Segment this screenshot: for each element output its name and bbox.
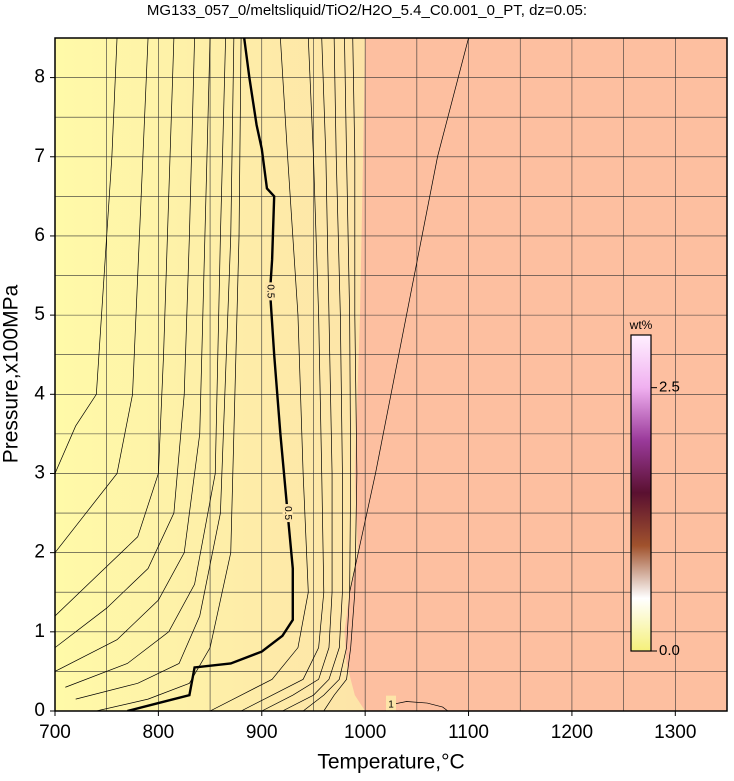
colorbar <box>630 334 652 652</box>
y-axis-label: Pressure,x100MPa <box>0 284 23 463</box>
x-tick-label: 1000 <box>344 722 386 743</box>
contour-line <box>240 38 325 711</box>
contour-line <box>261 38 333 711</box>
contour-line <box>55 38 195 648</box>
contour-label-bg <box>282 504 293 523</box>
x-tick-label: 900 <box>246 722 278 743</box>
contour-line <box>127 38 294 711</box>
contour-line <box>282 38 343 711</box>
x-tick-label: 700 <box>39 722 71 743</box>
y-tick-label: 3 <box>34 462 45 483</box>
y-tick-label: 0 <box>34 700 45 721</box>
x-axis-label: Temperature,°C <box>317 751 464 774</box>
contour-label: 1 <box>388 699 394 710</box>
contour-label: 0.5 <box>282 506 293 520</box>
x-tick-label: 1100 <box>448 722 489 743</box>
y-tick-label: 4 <box>34 383 45 404</box>
plot-frame <box>54 37 728 712</box>
x-tick-label: 800 <box>143 722 175 743</box>
colorbar-label: wt% <box>629 318 653 332</box>
contour-line <box>55 38 149 553</box>
y-tick-label: 7 <box>34 146 45 167</box>
colorbar-tick-label: 0.0 <box>659 642 680 659</box>
plot-area: 0.5 0.5 1 <box>55 38 727 711</box>
x-tick-label: 1300 <box>654 722 696 743</box>
y-tick-label: 6 <box>34 225 45 246</box>
x-tick-label: 1200 <box>551 722 593 743</box>
colorbar-tick-label: 2.5 <box>659 379 680 396</box>
contour-line <box>55 38 175 617</box>
y-tick-label: 5 <box>34 304 45 325</box>
contour-label-bg <box>265 282 276 301</box>
contour-line <box>323 38 358 711</box>
contour-line <box>65 38 226 688</box>
y-tick-label: 8 <box>34 67 45 88</box>
chart-title: MG133_057_0/meltsliquid/TiO2/H2O_5.4_C0.… <box>147 2 587 19</box>
contour-line <box>349 38 469 593</box>
contour-line <box>55 38 211 672</box>
contour-label-bg <box>386 695 396 711</box>
contour-line <box>55 38 118 474</box>
y-tick-label: 2 <box>34 542 45 563</box>
contour-label: 0.5 <box>264 284 275 298</box>
contour-line <box>96 38 242 711</box>
contour-line <box>75 38 235 700</box>
y-tick-label: 1 <box>34 621 45 642</box>
contour-line <box>209 38 309 711</box>
